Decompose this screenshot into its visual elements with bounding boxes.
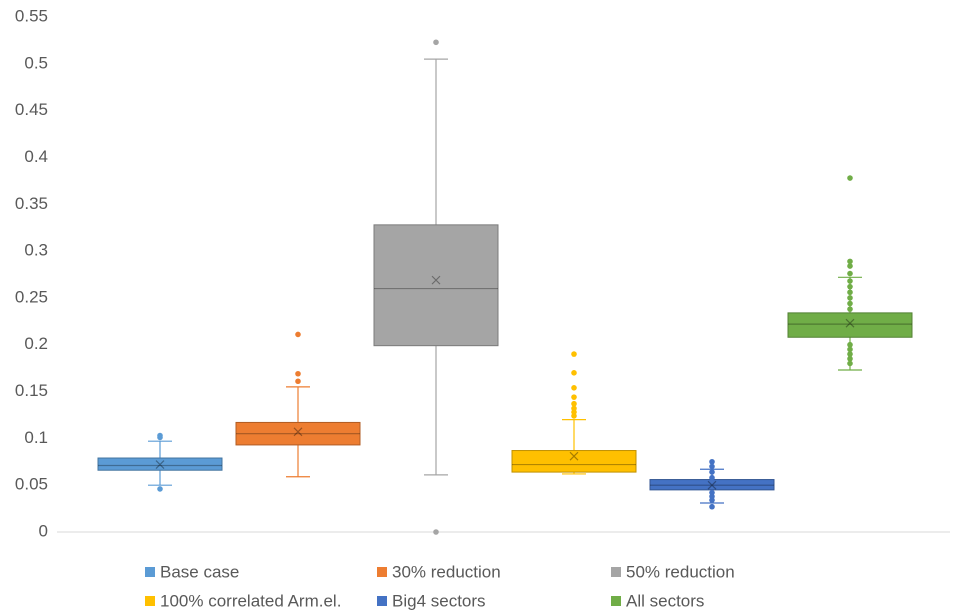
outlier	[709, 463, 715, 470]
box-border	[511, 450, 637, 473]
outlier	[571, 351, 577, 357]
legend-label: All sectors	[626, 591, 704, 610]
y-tick-label: 0.55	[15, 6, 48, 25]
outlier	[433, 529, 439, 535]
y-tick-label: 0.25	[15, 287, 48, 306]
outlier	[295, 370, 301, 377]
outlier	[847, 346, 853, 353]
outlier	[709, 458, 715, 465]
box-border	[235, 421, 361, 446]
box	[373, 224, 499, 347]
y-tick-label: 0.5	[24, 53, 48, 72]
outlier	[571, 413, 577, 419]
box	[787, 312, 913, 338]
box	[235, 421, 361, 446]
y-tick-label: 0.4	[24, 147, 48, 166]
mean-marker	[845, 318, 855, 328]
y-tick-label: 0.2	[24, 334, 48, 353]
legend-label: Big4 sectors	[392, 591, 486, 610]
outlier	[571, 394, 577, 400]
outlier	[571, 400, 577, 407]
y-tick-label: 0.15	[15, 381, 48, 400]
box	[511, 450, 637, 473]
outlier	[847, 300, 853, 307]
y-tick-label: 0.1	[24, 428, 48, 447]
mean-marker	[155, 460, 165, 470]
box-border	[373, 224, 499, 347]
legend-swatch	[377, 596, 387, 606]
outlier	[847, 278, 853, 284]
mean-marker	[431, 275, 441, 285]
outlier	[847, 258, 853, 265]
legend-label: 30% reduction	[392, 562, 501, 581]
legend-swatch	[611, 567, 621, 577]
y-tick-label: 0.35	[15, 194, 48, 213]
outlier	[847, 295, 853, 301]
outlier	[847, 289, 853, 296]
outlier	[709, 474, 715, 481]
outlier	[847, 283, 853, 290]
outlier	[847, 175, 853, 181]
mean-marker	[293, 427, 303, 437]
box	[97, 457, 223, 471]
outlier	[157, 486, 163, 492]
legend-swatch	[145, 567, 155, 577]
y-tick-label: 0.3	[24, 241, 48, 260]
y-tick-label: 0	[39, 521, 48, 540]
mean-marker	[569, 451, 579, 461]
outlier	[709, 469, 715, 475]
legend-label: Base case	[160, 562, 239, 581]
outlier	[295, 378, 301, 385]
mean-marker	[707, 480, 717, 490]
y-tick-label: 0.45	[15, 100, 48, 119]
outlier	[847, 263, 853, 269]
outlier	[847, 306, 853, 312]
box-border	[787, 312, 913, 338]
outlier	[433, 39, 439, 46]
box-border	[97, 457, 223, 471]
legend-swatch	[145, 596, 155, 606]
outlier	[709, 497, 715, 503]
outlier	[847, 270, 853, 277]
legend-label: 100% correlated Arm.el.	[160, 591, 341, 610]
outlier	[847, 351, 853, 357]
outlier	[709, 503, 715, 510]
outlier	[157, 434, 163, 441]
y-tick-label: 0.05	[15, 475, 48, 494]
legend-swatch	[611, 596, 621, 606]
outlier	[571, 385, 577, 391]
outlier	[571, 370, 577, 376]
outlier	[295, 331, 301, 338]
legend-label: 50% reduction	[626, 562, 735, 581]
legend-swatch	[377, 567, 387, 577]
outlier	[847, 341, 853, 348]
outlier	[847, 360, 853, 367]
outlier	[847, 355, 853, 362]
